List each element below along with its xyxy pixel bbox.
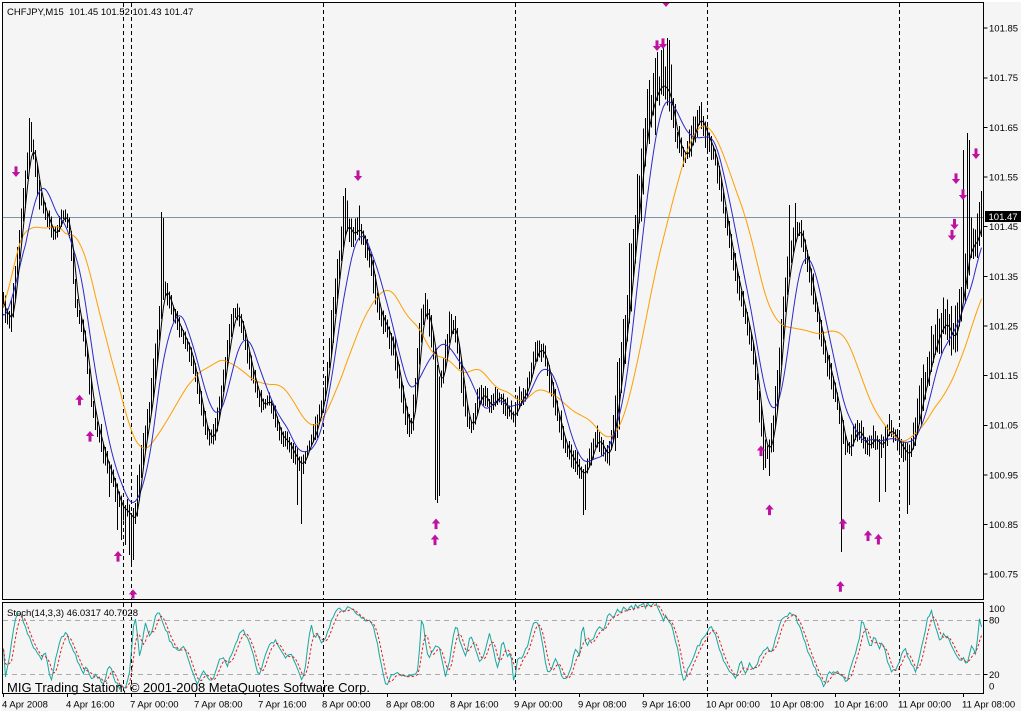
svg-text:7 Apr 00:00: 7 Apr 00:00 [130, 700, 179, 711]
svg-text:0: 0 [989, 682, 994, 693]
svg-text:101.65: 101.65 [989, 123, 1018, 134]
svg-text:101.55: 101.55 [989, 173, 1018, 184]
svg-text:CHFJPY,M15 101.45 101.52 101.: CHFJPY,M15 101.45 101.52 101.43 101.47 [7, 7, 193, 18]
svg-text:7 Apr 08:00: 7 Apr 08:00 [194, 700, 243, 711]
svg-text:MIG Trading Station, © 2001-20: MIG Trading Station, © 2001-2008 MetaQuo… [7, 680, 370, 695]
svg-text:100.85: 100.85 [989, 520, 1018, 531]
svg-text:101.85: 101.85 [989, 24, 1018, 35]
svg-text:9 Apr 16:00: 9 Apr 16:00 [642, 700, 691, 711]
svg-text:100.95: 100.95 [989, 470, 1018, 481]
svg-text:9 Apr 00:00: 9 Apr 00:00 [514, 700, 563, 711]
svg-text:8 Apr 00:00: 8 Apr 00:00 [322, 700, 371, 711]
svg-text:100: 100 [989, 604, 1005, 615]
svg-text:20: 20 [989, 670, 1000, 681]
svg-text:101.05: 101.05 [989, 421, 1018, 432]
svg-text:11 Apr 00:00: 11 Apr 00:00 [898, 700, 951, 711]
svg-text:101.15: 101.15 [989, 371, 1018, 382]
svg-text:11 Apr 08:00: 11 Apr 08:00 [962, 700, 1015, 711]
svg-text:80: 80 [989, 616, 1000, 627]
svg-text:9 Apr 08:00: 9 Apr 08:00 [578, 700, 627, 711]
svg-text:101.35: 101.35 [989, 272, 1018, 283]
svg-text:8 Apr 16:00: 8 Apr 16:00 [450, 700, 499, 711]
svg-text:101.45: 101.45 [989, 222, 1018, 233]
svg-text:Stoch(14,3,3) 46.0317 40.7028: Stoch(14,3,3) 46.0317 40.7028 [7, 608, 138, 619]
svg-text:8 Apr 08:00: 8 Apr 08:00 [386, 700, 435, 711]
svg-text:10 Apr 16:00: 10 Apr 16:00 [834, 700, 888, 711]
svg-text:101.75: 101.75 [989, 73, 1018, 84]
svg-text:10 Apr 00:00: 10 Apr 00:00 [706, 700, 760, 711]
svg-text:101.47: 101.47 [989, 212, 1018, 223]
svg-text:4 Apr 16:00: 4 Apr 16:00 [66, 700, 115, 711]
svg-text:100.75: 100.75 [989, 570, 1018, 581]
svg-text:4 Apr 2008: 4 Apr 2008 [2, 700, 48, 711]
svg-text:10 Apr 08:00: 10 Apr 08:00 [770, 700, 824, 711]
svg-text:101.25: 101.25 [989, 321, 1018, 332]
svg-text:7 Apr 16:00: 7 Apr 16:00 [258, 700, 307, 711]
